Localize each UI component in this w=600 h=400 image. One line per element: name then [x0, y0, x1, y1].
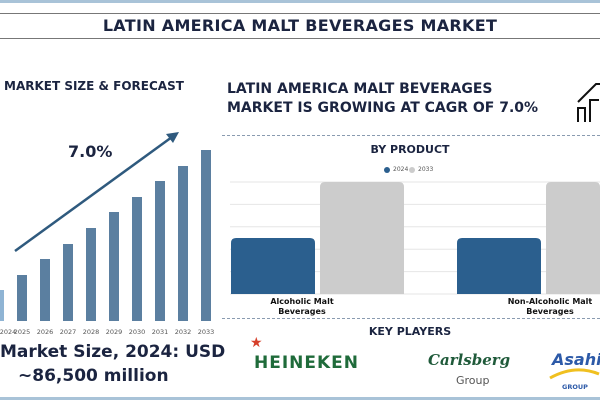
top-band — [0, 0, 600, 3]
page-title: LATIN AMERICA MALT BEVERAGES MARKET — [102, 16, 498, 35]
category-label: Non-Alcoholic Malt Beverages — [500, 297, 600, 317]
market-size-heading: MARKET SIZE & FORECAST — [4, 79, 184, 93]
bar-2029 — [109, 212, 119, 321]
divider — [222, 318, 600, 319]
legend-swatch-2024 — [384, 167, 390, 173]
year-label: 2027 — [60, 328, 77, 336]
bar-2025 — [17, 275, 27, 321]
year-label: 2026 — [37, 328, 54, 336]
category-label: Alcoholic Malt Beverages — [232, 297, 372, 317]
category-label-line: Alcoholic Malt — [270, 297, 334, 306]
bottom-band — [0, 397, 600, 400]
legend-swatch-2033 — [409, 167, 415, 173]
divider — [222, 135, 600, 136]
market-size-line1: Market Size, 2024: USD — [0, 342, 226, 362]
trend-arrow-head — [166, 132, 179, 143]
year-label: 2033 — [198, 328, 215, 336]
key-players-heading: KEY PLAYERS — [368, 325, 452, 338]
category-label-line: Non-Alcoholic Malt — [507, 297, 593, 306]
bar-2031 — [155, 181, 165, 321]
legend-label-2033: 2033 — [418, 166, 434, 173]
trend-arrow-line — [14, 135, 173, 253]
headline-line1: LATIN AMERICA MALT BEVERAGES — [227, 81, 493, 97]
by-product-heading: BY PRODUCT — [370, 143, 450, 156]
market-size-line2: ~86,500 million — [18, 366, 169, 386]
year-label: 2028 — [83, 328, 100, 336]
headline: LATIN AMERICA MALT BEVERAGES MARKET IS G… — [227, 80, 572, 118]
category-label-line: Beverages — [526, 307, 574, 316]
year-label: 2024 — [0, 328, 16, 336]
title-box — [0, 13, 600, 39]
bar-2033-1 — [546, 182, 600, 294]
legend-label-2024: 2024 — [393, 166, 409, 173]
year-label: 2029 — [106, 328, 123, 336]
bar-2033-0 — [320, 182, 404, 294]
year-label: 2030 — [129, 328, 146, 336]
cagr-annotation: 7.0% — [68, 142, 113, 161]
headline-line2: MARKET IS GROWING AT CAGR OF 7.0% — [227, 100, 539, 116]
year-label: 2031 — [152, 328, 169, 336]
bar-2024-0 — [231, 238, 315, 294]
bar-2028 — [86, 228, 96, 321]
bar-2032 — [178, 166, 188, 321]
bar-2026 — [40, 259, 50, 321]
bar-2033 — [201, 150, 211, 321]
category-label-line: Beverages — [278, 307, 326, 316]
year-label: 2025 — [14, 328, 31, 336]
bar-2030 — [132, 197, 142, 321]
bar-2024-1 — [457, 238, 541, 294]
bar-2027 — [63, 244, 73, 321]
bar-2024 — [0, 290, 4, 321]
year-label: 2032 — [175, 328, 192, 336]
